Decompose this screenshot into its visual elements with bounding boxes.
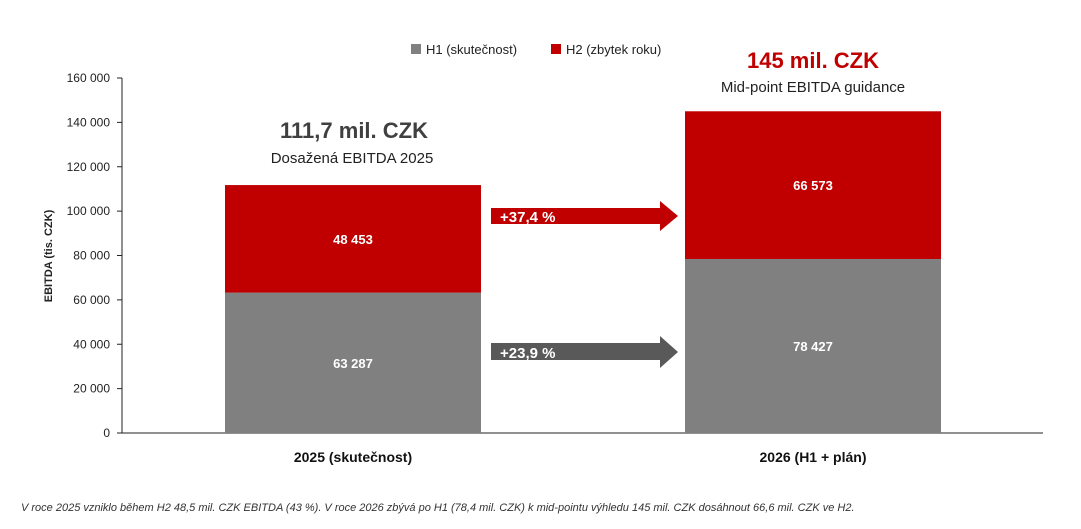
legend-label-h1: H1 (skutečnost) bbox=[426, 42, 517, 57]
bar-2025-h2 bbox=[225, 185, 481, 293]
annotation-left-title: 111,7 mil. CZK bbox=[280, 118, 428, 143]
y-tick-label: 160 000 bbox=[67, 71, 111, 85]
growth-label-h1: +23,9 % bbox=[500, 345, 555, 362]
annotation-right-title: 145 mil. CZK bbox=[747, 48, 879, 73]
ebitda-chart: H1 (skutečnost) H2 (zbytek roku) EBITDA … bbox=[43, 42, 1043, 465]
annotation-left-subtitle: Dosažená EBITDA 2025 bbox=[271, 150, 434, 167]
growth-arrow-h2 bbox=[491, 201, 678, 231]
y-tick-label: 40 000 bbox=[73, 337, 110, 351]
y-tick-label: 100 000 bbox=[67, 204, 111, 218]
annotation-right-subtitle: Mid-point EBITDA guidance bbox=[721, 79, 905, 96]
data-label-2026-h1: 78 427 bbox=[793, 339, 833, 354]
growth-label-h2: +37,4 % bbox=[500, 209, 555, 226]
legend-swatch-h2 bbox=[551, 44, 561, 54]
x-tick-label-2026: 2026 (H1 + plán) bbox=[760, 449, 867, 465]
y-tick-label: 0 bbox=[103, 426, 110, 440]
bar-2026-h1 bbox=[685, 258, 941, 433]
y-tick-label: 140 000 bbox=[67, 115, 111, 129]
bar-2026-h2 bbox=[685, 111, 941, 259]
y-tick-label: 20 000 bbox=[73, 382, 110, 396]
x-tick-label-2025: 2025 (skutečnost) bbox=[294, 449, 412, 465]
y-axis: 0 20 000 40 000 60 000 80 000 100 000 120 000 1… bbox=[67, 71, 122, 440]
bars: 63 287 48 453 78 427 66 573 bbox=[225, 111, 941, 433]
y-axis-label: EBITDA (tis. CZK) bbox=[43, 209, 55, 302]
y-tick-label: 120 000 bbox=[67, 160, 111, 174]
bar-2025-h1 bbox=[225, 292, 481, 433]
growth-arrow-h1 bbox=[491, 336, 678, 368]
legend: H1 (skutečnost) H2 (zbytek roku) bbox=[411, 42, 661, 57]
legend-label-h2: H2 (zbytek roku) bbox=[566, 42, 661, 57]
y-tick-label: 60 000 bbox=[73, 293, 110, 307]
data-label-2025-h1: 63 287 bbox=[333, 356, 373, 371]
legend-swatch-h1 bbox=[411, 44, 421, 54]
data-label-2025-h2: 48 453 bbox=[333, 232, 373, 247]
y-tick-label: 80 000 bbox=[73, 249, 110, 263]
data-label-2026-h2: 66 573 bbox=[793, 178, 833, 193]
footnote: V roce 2025 vzniklo během H2 48,5 mil. C… bbox=[21, 502, 855, 514]
